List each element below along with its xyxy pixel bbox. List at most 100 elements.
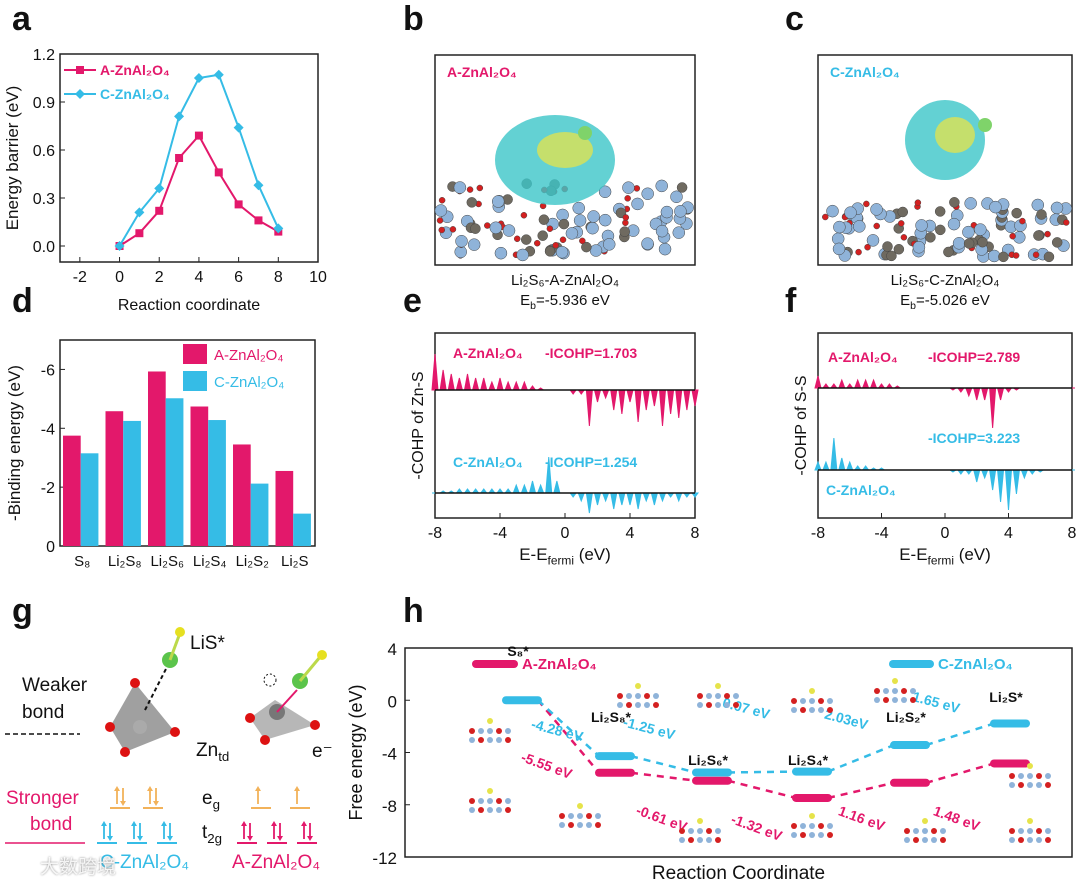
panel-b-frame [434, 54, 696, 266]
structure-atom [913, 828, 919, 834]
structure-atom [1009, 773, 1015, 779]
x-tick-label: 4 [194, 269, 203, 286]
c-znal2o4-label: C-ZnAl₂O₄ [100, 852, 190, 873]
x-tick-label: 0 [941, 525, 950, 542]
o-atom [438, 226, 446, 234]
o-atom [1012, 252, 1020, 259]
y-tick-label: 0.9 [33, 95, 55, 112]
structure-atom [904, 837, 910, 843]
data-point-diamond [114, 241, 125, 251]
oxygen-atom [310, 720, 320, 730]
structure-atom [653, 702, 659, 708]
structure-atom [715, 837, 721, 843]
oxygen-atom [170, 727, 180, 737]
o-atom [520, 212, 528, 219]
species-label: Li₂S₂* [886, 709, 926, 725]
al-atom [455, 234, 468, 248]
structure-atom [697, 702, 703, 708]
structure-atom [818, 698, 824, 704]
al-atom [516, 248, 529, 262]
sulfur-atom [487, 718, 493, 724]
oxygen-atom [120, 747, 130, 757]
species-label: Li₂S₄* [788, 752, 829, 768]
panel-d-plot-frame [59, 339, 316, 547]
zn-atom [558, 218, 570, 230]
structure-atom [688, 837, 694, 843]
bar-a [190, 406, 209, 546]
zn-atom [934, 206, 946, 217]
structure-atom [644, 693, 650, 699]
legend-label: C-ZnAl₂O₄ [214, 374, 284, 391]
y-axis-label: -COHP of S-S [793, 375, 810, 475]
structure-atom [1027, 782, 1033, 788]
data-point-square [175, 154, 184, 162]
species-label: Li₂S₈* [591, 709, 632, 725]
x-tick-label: 0 [561, 525, 570, 542]
structure-atom [706, 693, 712, 699]
zn-td-label: Zntd [196, 740, 230, 764]
cohp-curve-a [814, 375, 1075, 429]
al-atom [491, 195, 505, 208]
al-atom [631, 197, 644, 211]
x-tick-label: Li₂S₆ [150, 553, 184, 570]
data-point-square [254, 216, 263, 225]
x-tick-label: -8 [811, 525, 825, 542]
weaker-label: Weaker [22, 675, 88, 696]
y-tick-label: 0.3 [33, 191, 55, 208]
al-atom [866, 234, 880, 247]
structure-atom [706, 837, 712, 843]
structure-atom [577, 822, 583, 828]
zn-atom [949, 197, 960, 208]
step-energy-label: -4.28 eV [530, 716, 586, 745]
step-energy-label: 1.48 eV [931, 803, 982, 835]
legend-label: A-ZnAl₂O₄ [522, 656, 597, 673]
legend-marker [75, 89, 85, 99]
structure-atom [901, 688, 907, 694]
legend-label: A-ZnAl₂O₄ [100, 62, 170, 78]
o-atom [1044, 230, 1051, 238]
structure-atom [697, 693, 703, 699]
bar-c [123, 420, 141, 546]
zn-atom [133, 720, 147, 734]
structure-atom [874, 688, 880, 694]
stronger-bond-label: bond [30, 814, 73, 835]
al-atom [602, 238, 616, 251]
al-atom [565, 227, 579, 240]
data-point-diamond [193, 73, 204, 83]
x-tick-label: Li₂S [281, 553, 309, 570]
zn-atom [538, 214, 550, 225]
y-axis-label: -Binding energy (eV) [5, 365, 24, 521]
structure-atom [1009, 782, 1015, 788]
structure-atom [496, 807, 502, 813]
panel-label-h: h [403, 592, 424, 630]
panel-c-caption: Li₂S₆-C-ZnAl₂O₄ [890, 272, 1000, 289]
structure-atom [1036, 782, 1042, 788]
panel-f-xlabel: E-Efermi (eV) [899, 545, 991, 568]
distorted-tetrahedron [250, 700, 315, 740]
structure-atom [910, 697, 916, 703]
al-atom [660, 205, 674, 219]
data-point-diamond [174, 111, 185, 122]
li-atom [578, 126, 592, 140]
data-point-diamond [253, 180, 264, 191]
transition-line [827, 781, 895, 800]
structure-atom [827, 698, 833, 704]
y-tick-label: 0.0 [33, 239, 55, 256]
watermark: 大数跨境 [40, 857, 117, 878]
structure-atom [1045, 828, 1051, 834]
al-atom [555, 245, 569, 259]
structure-atom [1036, 773, 1042, 779]
structure-atom [827, 707, 833, 713]
zn-tetrahedron [110, 683, 175, 752]
structure-atom [469, 807, 475, 813]
zn-atom [963, 238, 975, 249]
bar-a [233, 444, 251, 546]
structure-atom [1009, 837, 1015, 843]
al-atom [833, 220, 846, 234]
sulfur-atom [487, 788, 493, 794]
spin-down-arrow-head [137, 836, 143, 841]
structure-atom [892, 697, 898, 703]
zn-atom [466, 197, 478, 208]
transition-line [537, 699, 600, 774]
series-label: C-ZnAl₂O₄ [826, 482, 896, 498]
